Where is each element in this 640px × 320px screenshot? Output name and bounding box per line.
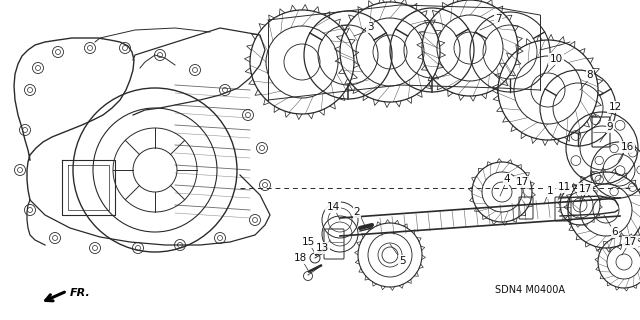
Text: 17: 17 [623,237,637,247]
Text: 8: 8 [587,70,593,80]
Text: 9: 9 [607,122,613,132]
Text: 5: 5 [399,256,405,266]
Text: 14: 14 [326,202,340,212]
Text: SDN4 M0400A: SDN4 M0400A [495,285,565,295]
Text: 11: 11 [557,182,571,192]
Text: 17: 17 [579,184,591,194]
Text: 10: 10 [549,54,563,64]
Text: 18: 18 [293,253,307,263]
Text: 4: 4 [504,174,510,184]
Text: 13: 13 [316,243,328,253]
Text: 2: 2 [354,207,360,217]
Text: 16: 16 [620,142,634,152]
Text: 6: 6 [612,227,618,237]
Text: 15: 15 [301,237,315,247]
Text: 3: 3 [367,22,373,32]
Text: FR.: FR. [70,288,91,298]
Text: 17: 17 [515,177,529,187]
Text: 1: 1 [547,186,554,196]
Text: 7: 7 [495,14,501,24]
Text: 12: 12 [609,102,621,112]
